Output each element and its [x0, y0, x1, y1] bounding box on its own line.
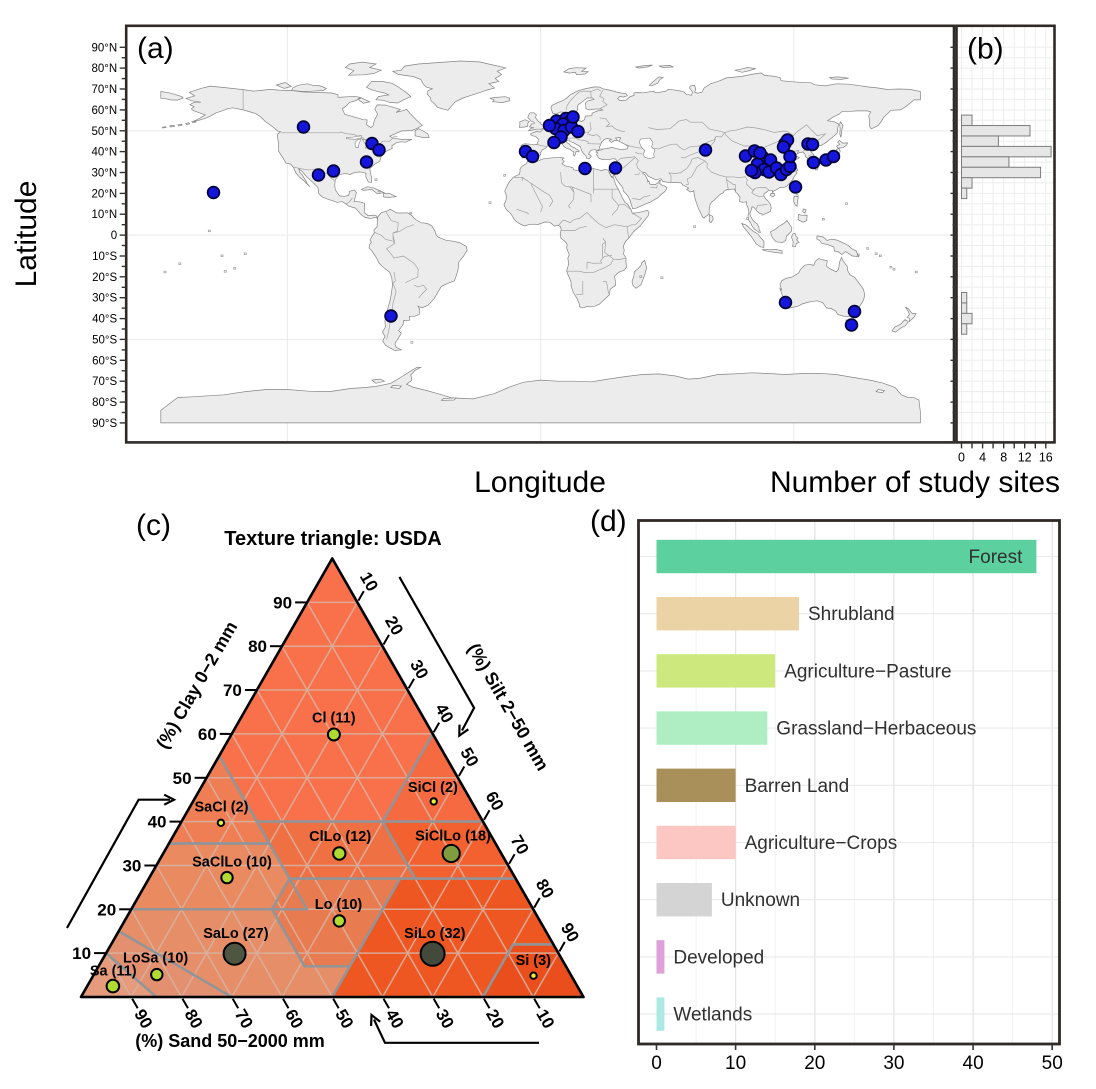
svg-text:50°S: 50°S	[92, 334, 117, 346]
svg-text:20°S: 20°S	[92, 272, 117, 284]
svg-text:70°S: 70°S	[92, 376, 117, 388]
svg-text:10°N: 10°N	[91, 209, 117, 221]
svg-text:Unknown: Unknown	[721, 890, 800, 911]
svg-text:0: 0	[958, 450, 965, 464]
svg-text:30°S: 30°S	[92, 293, 117, 305]
svg-text:(%) Sand 50−2000 mm: (%) Sand 50−2000 mm	[135, 1031, 325, 1051]
svg-text:8: 8	[1000, 450, 1007, 464]
svg-text:50°N: 50°N	[91, 126, 117, 138]
svg-text:20: 20	[804, 1053, 825, 1074]
svg-text:30: 30	[122, 857, 141, 876]
svg-text:10°S: 10°S	[92, 251, 117, 263]
svg-text:(b): (b)	[967, 33, 1004, 66]
svg-text:10: 10	[72, 944, 91, 963]
svg-text:Cl (11): Cl (11)	[312, 711, 356, 727]
svg-text:60: 60	[198, 725, 217, 744]
svg-text:Grassland−Herbaceous: Grassland−Herbaceous	[776, 719, 976, 740]
svg-text:50: 50	[1042, 1053, 1063, 1074]
svg-text:90°S: 90°S	[92, 418, 117, 430]
svg-text:Agriculture−Crops: Agriculture−Crops	[745, 833, 898, 854]
svg-text:(d): (d)	[590, 505, 627, 538]
svg-text:LoSa (10): LoSa (10)	[123, 950, 188, 966]
svg-text:80: 80	[248, 637, 267, 656]
svg-text:Agriculture−Pasture: Agriculture−Pasture	[784, 661, 951, 682]
svg-text:SaClLo (10): SaClLo (10)	[192, 854, 272, 870]
svg-text:40°N: 40°N	[91, 147, 117, 159]
svg-text:Forest: Forest	[969, 547, 1024, 568]
svg-text:60°S: 60°S	[92, 355, 117, 367]
svg-text:Longitude: Longitude	[474, 466, 606, 499]
svg-text:30°N: 30°N	[91, 168, 117, 180]
svg-text:70°N: 70°N	[91, 84, 117, 96]
svg-text:80°N: 80°N	[91, 63, 117, 75]
svg-text:40°S: 40°S	[92, 314, 117, 326]
svg-text:0: 0	[111, 230, 117, 242]
svg-text:SaCl (2): SaCl (2)	[195, 800, 249, 816]
svg-text:SiCl (2): SiCl (2)	[408, 780, 458, 796]
svg-text:(c): (c)	[136, 509, 171, 542]
svg-text:60°N: 60°N	[91, 105, 117, 117]
svg-text:Shrubland: Shrubland	[808, 604, 895, 625]
svg-text:40: 40	[963, 1053, 984, 1074]
svg-text:Wetlands: Wetlands	[673, 1005, 752, 1026]
svg-text:(a): (a)	[137, 32, 174, 65]
svg-text:12: 12	[1018, 450, 1032, 464]
svg-text:90°N: 90°N	[91, 42, 117, 54]
svg-text:ClLo (12): ClLo (12)	[309, 829, 371, 845]
svg-text:Number of study sites: Number of study sites	[770, 466, 1060, 499]
svg-text:SiLo (32): SiLo (32)	[404, 926, 465, 942]
svg-text:Barren Land: Barren Land	[745, 776, 850, 797]
svg-text:16: 16	[1039, 450, 1053, 464]
svg-text:Lo (10): Lo (10)	[315, 897, 363, 913]
svg-text:20°N: 20°N	[91, 188, 117, 200]
svg-text:0: 0	[651, 1053, 662, 1074]
svg-text:Si (3): Si (3)	[516, 953, 552, 969]
svg-text:20: 20	[97, 900, 116, 919]
svg-text:SiClLo (18): SiClLo (18)	[415, 828, 491, 844]
svg-text:70: 70	[223, 681, 242, 700]
svg-text:50: 50	[173, 769, 192, 788]
svg-text:SaLo (27): SaLo (27)	[203, 926, 268, 942]
svg-text:40: 40	[148, 813, 167, 832]
svg-text:Developed: Developed	[673, 947, 764, 968]
svg-text:10: 10	[725, 1053, 746, 1074]
svg-text:Texture triangle: USDA: Texture triangle: USDA	[224, 528, 441, 550]
svg-text:30: 30	[883, 1053, 904, 1074]
svg-text:90: 90	[273, 593, 292, 612]
svg-text:Sa (11): Sa (11)	[90, 963, 137, 979]
svg-text:80°S: 80°S	[92, 397, 117, 409]
svg-text:4: 4	[979, 450, 986, 464]
svg-text:Latitude: Latitude	[10, 181, 43, 288]
